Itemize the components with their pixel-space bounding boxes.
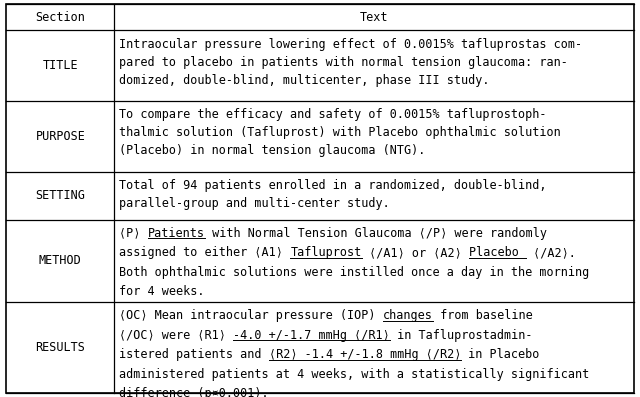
Text: ⟨/OC⟩ were ⟨R1⟩: ⟨/OC⟩ were ⟨R1⟩ xyxy=(120,329,234,342)
Text: ⟨/A1⟩ or ⟨A2⟩: ⟨/A1⟩ or ⟨A2⟩ xyxy=(362,246,468,259)
Text: Section: Section xyxy=(35,11,85,24)
Text: SETTING: SETTING xyxy=(35,189,85,202)
Text: RESULTS: RESULTS xyxy=(35,341,85,354)
Text: for 4 weeks.: for 4 weeks. xyxy=(120,285,205,298)
Text: difference (p¤0.001).: difference (p¤0.001). xyxy=(120,387,269,397)
Text: Patients: Patients xyxy=(148,227,205,240)
Text: ⟨R2⟩ -1.4 +/-1.8 mmHg ⟨/R2⟩: ⟨R2⟩ -1.4 +/-1.8 mmHg ⟨/R2⟩ xyxy=(269,348,461,361)
Text: Both ophthalmic solutions were instilled once a day in the morning: Both ophthalmic solutions were instilled… xyxy=(120,266,589,279)
Text: in Placebo: in Placebo xyxy=(461,348,540,361)
Text: administered patients at 4 weeks, with a statistically significant: administered patients at 4 weeks, with a… xyxy=(120,368,589,381)
Text: Total of 94 patients enrolled in a randomized, double-blind,
parallel-group and : Total of 94 patients enrolled in a rando… xyxy=(120,179,547,210)
Text: assigned to either ⟨A1⟩: assigned to either ⟨A1⟩ xyxy=(120,246,291,259)
Text: from baseline: from baseline xyxy=(433,309,532,322)
Text: changes: changes xyxy=(383,309,433,322)
Text: Tafluprost: Tafluprost xyxy=(291,246,362,259)
Text: with Normal Tension Glaucoma ⟨/P⟩ were randomly: with Normal Tension Glaucoma ⟨/P⟩ were r… xyxy=(205,227,547,240)
Text: istered patients and: istered patients and xyxy=(120,348,269,361)
Text: Intraocular pressure lowering effect of 0.0015% tafluprostas com-
pared to place: Intraocular pressure lowering effect of … xyxy=(120,38,582,87)
Text: METHOD: METHOD xyxy=(39,254,82,267)
Text: ⟨P⟩: ⟨P⟩ xyxy=(120,227,148,240)
Text: To compare the efficacy and safety of 0.0015% tafluprostoph-
thalmic solution (T: To compare the efficacy and safety of 0.… xyxy=(120,108,561,157)
Text: Text: Text xyxy=(360,11,388,24)
Text: ⟨/A2⟩.: ⟨/A2⟩. xyxy=(525,246,575,259)
Text: Placebo: Placebo xyxy=(468,246,525,259)
Text: TITLE: TITLE xyxy=(42,59,78,72)
Text: in Tafluprostadmin-: in Tafluprostadmin- xyxy=(390,329,532,342)
Text: ⟨OC⟩ Mean intraocular pressure (IOP): ⟨OC⟩ Mean intraocular pressure (IOP) xyxy=(120,309,383,322)
Text: -4.0 +/-1.7 mmHg ⟨/R1⟩: -4.0 +/-1.7 mmHg ⟨/R1⟩ xyxy=(234,329,390,342)
Text: PURPOSE: PURPOSE xyxy=(35,130,85,143)
